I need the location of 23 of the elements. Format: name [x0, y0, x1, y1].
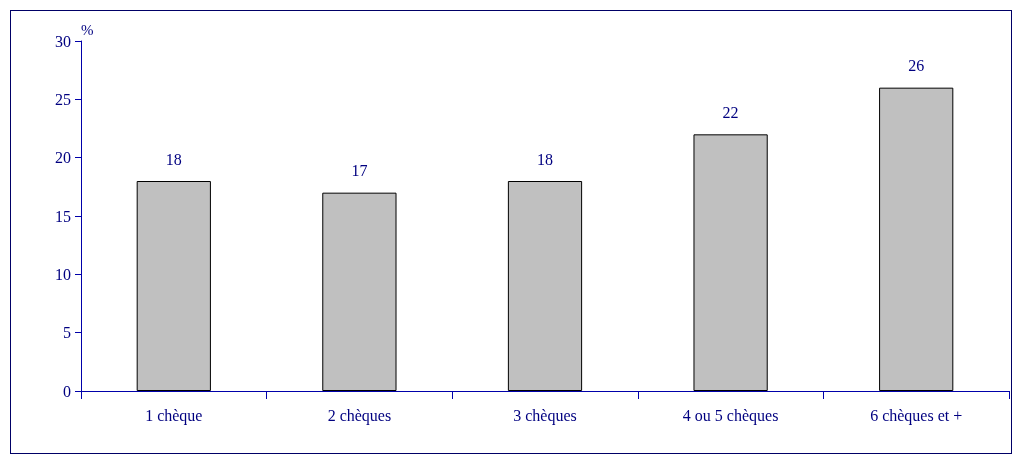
data-label: 22 [722, 103, 739, 121]
x-tick-label: 3 chèques [513, 406, 577, 425]
y-tick-label: 10 [55, 265, 71, 283]
y-tick-label: 5 [63, 324, 71, 342]
x-tick-label: 2 chèques [327, 406, 392, 425]
y-tick-label: 30 [55, 32, 71, 50]
data-label: 17 [351, 162, 368, 180]
y-axis-title: % [81, 21, 94, 38]
bar [693, 134, 768, 391]
bar [136, 181, 211, 391]
x-tick-label: 4 ou 5 chèques [682, 406, 779, 425]
bar [507, 181, 583, 391]
bar [322, 192, 397, 391]
x-tick-label: 6 chèques et + [870, 406, 963, 425]
data-label: 18 [165, 150, 182, 168]
data-label: 18 [537, 150, 553, 168]
data-label: 26 [908, 57, 925, 75]
y-tick-label: 0 [63, 382, 71, 400]
bar [879, 87, 954, 391]
y-tick-label: 15 [55, 207, 71, 225]
y-tick-label: 20 [55, 149, 71, 167]
y-tick-label: 25 [55, 90, 71, 108]
x-tick-label: 1 chèque [145, 406, 203, 425]
